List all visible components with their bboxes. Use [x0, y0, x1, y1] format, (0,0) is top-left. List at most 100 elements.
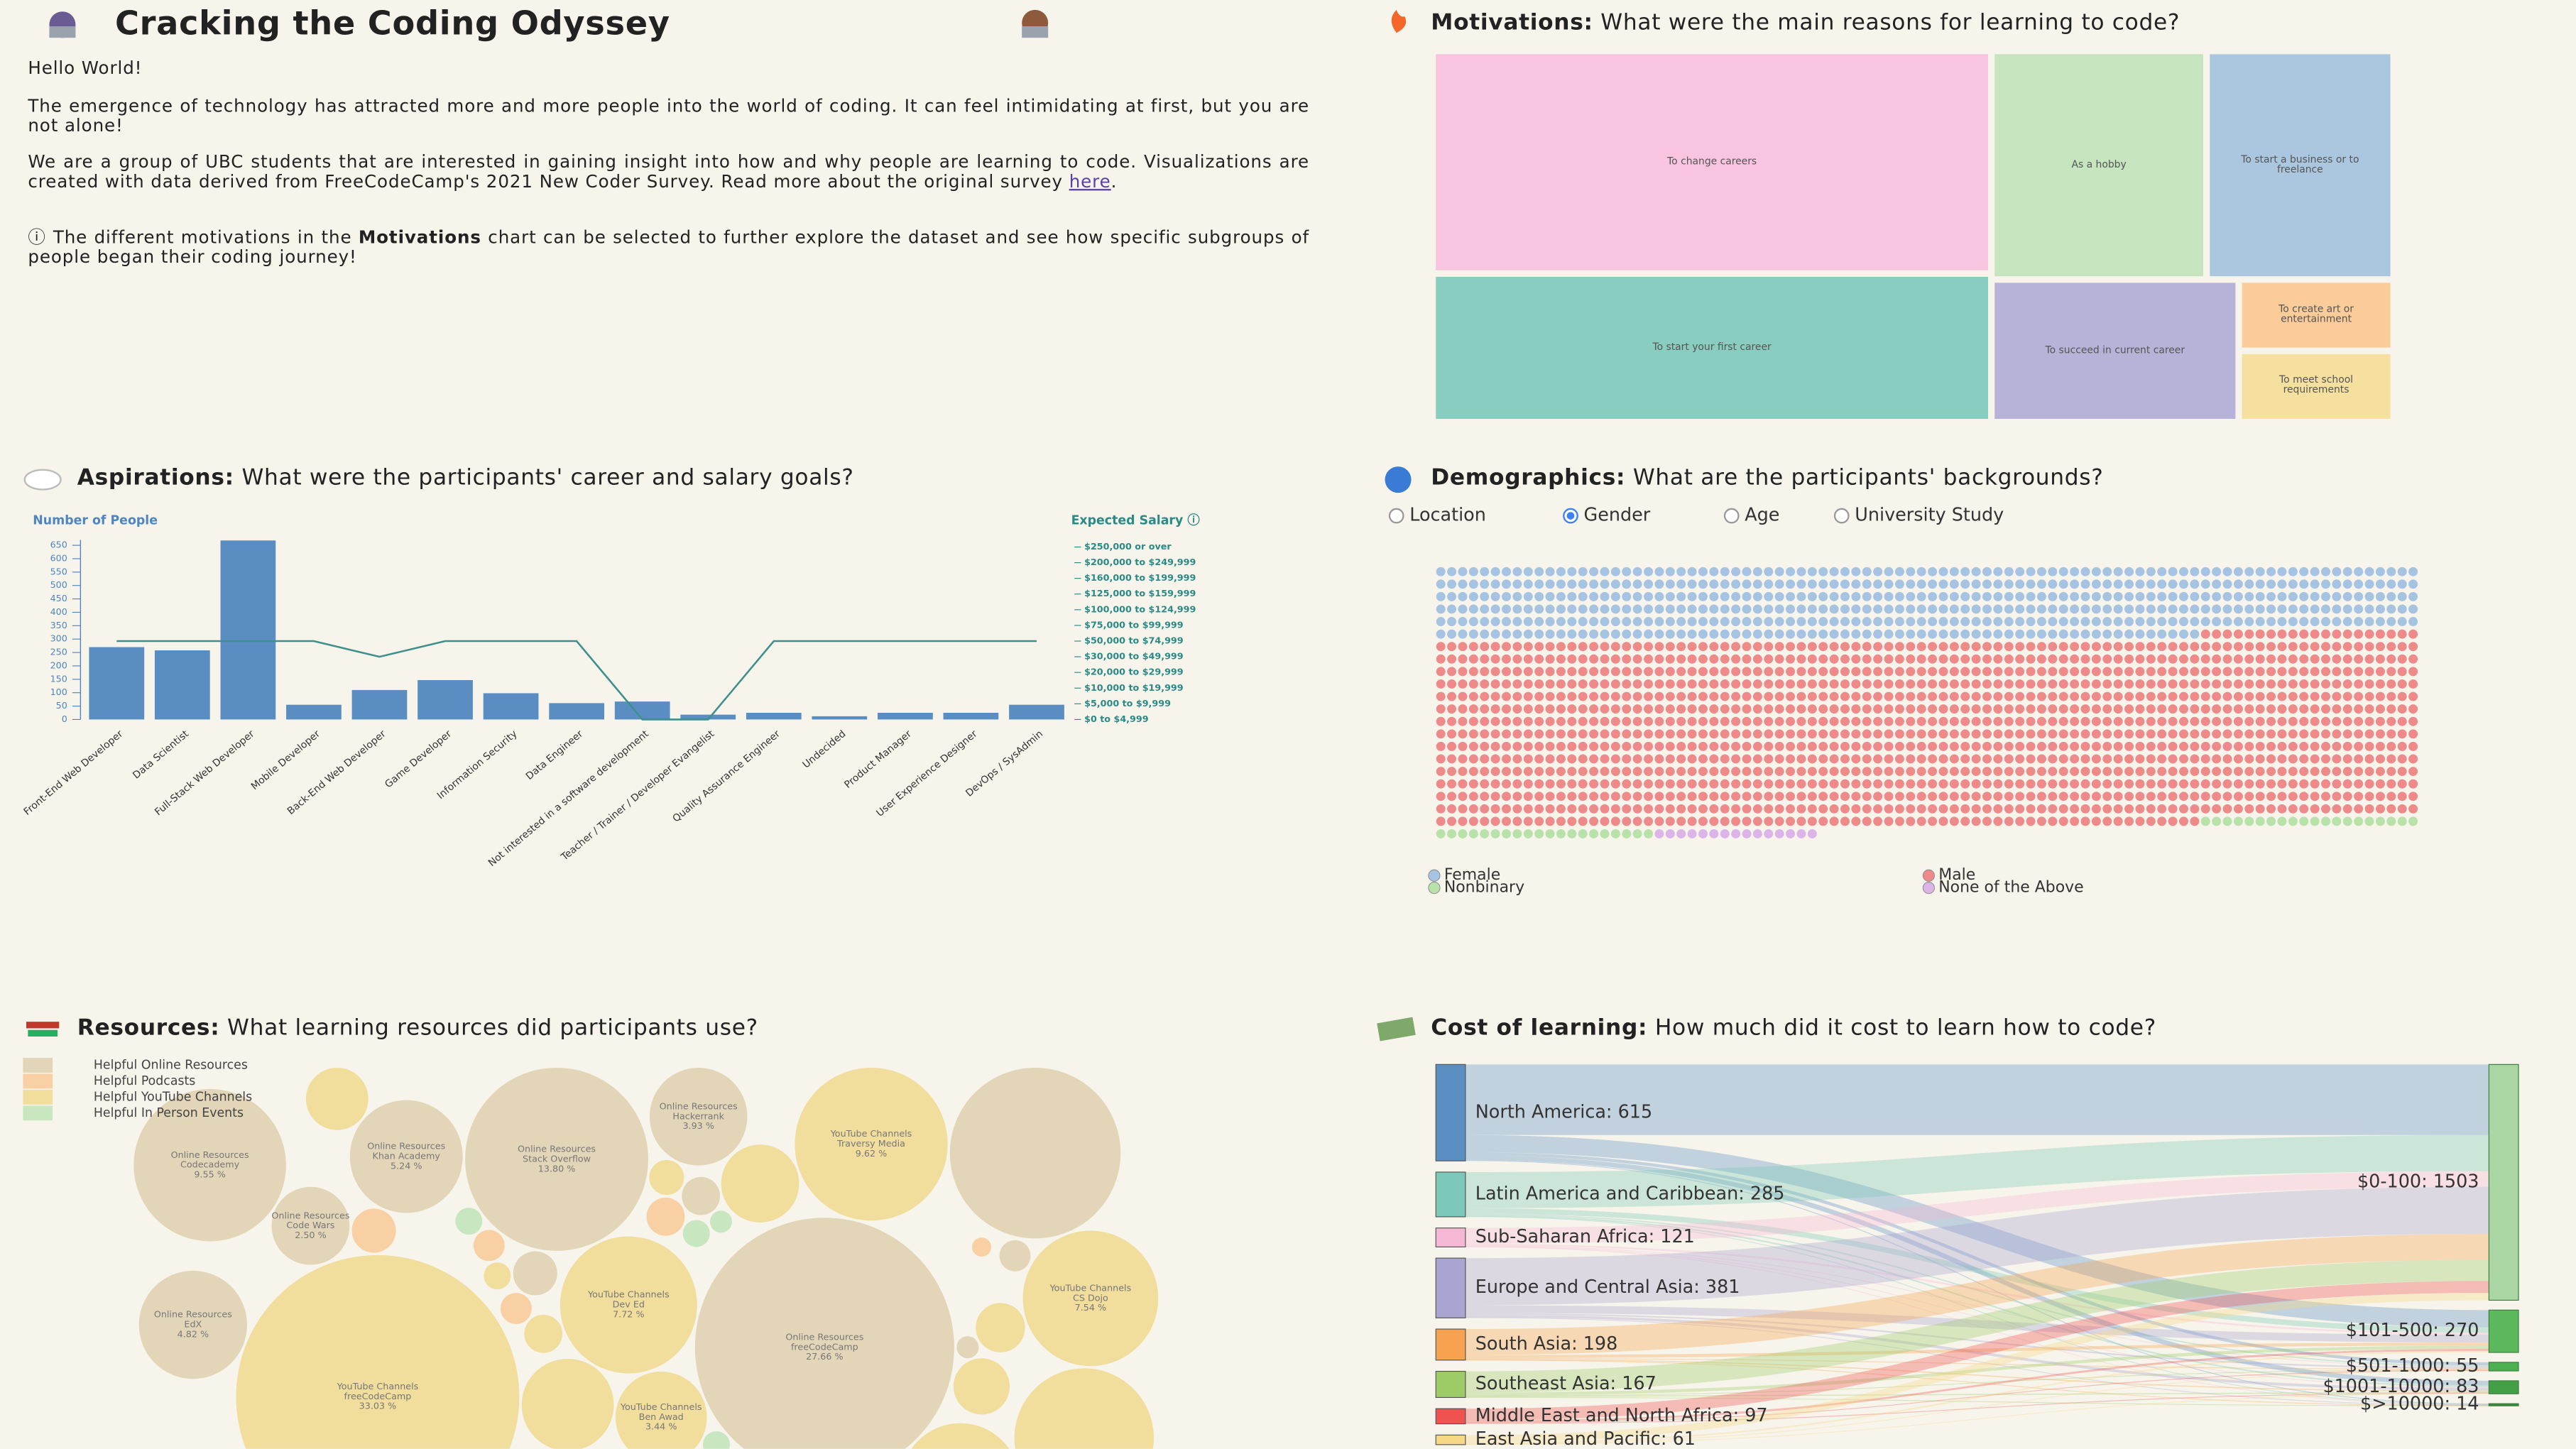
- waffle-dot: [2212, 691, 2222, 701]
- waffle-dot: [1687, 591, 1697, 601]
- waffle-dot: [2288, 567, 2298, 576]
- y-tick-label: 550: [50, 566, 67, 576]
- waffle-dot: [2026, 642, 2036, 652]
- waffle-dot: [1752, 629, 1762, 639]
- waffle-dot: [2113, 804, 2123, 814]
- bubble-value: 2.50 %: [295, 1230, 326, 1240]
- waffle-dot: [2124, 591, 2134, 601]
- waffle-dot: [1622, 779, 1632, 789]
- waffle-dot: [1851, 804, 1861, 814]
- waffle-dot: [1458, 754, 1468, 764]
- waffle-dot: [1884, 629, 1894, 639]
- waffle-dot: [2102, 617, 2112, 627]
- waffle-dot: [2277, 591, 2287, 601]
- waffle-dot: [2058, 679, 2068, 689]
- waffle-dot: [2244, 816, 2254, 826]
- bar: [878, 712, 933, 720]
- waffle-dot: [2015, 654, 2025, 664]
- waffle-dot: [1928, 642, 1938, 652]
- radio-label[interactable]: University Study: [1855, 504, 2004, 526]
- waffle-dot: [1698, 691, 1708, 701]
- waffle-dot: [1644, 829, 1654, 838]
- x-tick-label: Undecided: [801, 728, 848, 771]
- waffle-dot: [2244, 792, 2254, 802]
- source-node: [1435, 1063, 1466, 1161]
- waffle-dot: [2102, 767, 2112, 777]
- waffle-dot: [1993, 567, 2003, 576]
- waffle-dot: [2048, 591, 2058, 601]
- waffle-dot: [2157, 667, 2167, 677]
- waffle-dot: [1829, 642, 1839, 652]
- waffle-dot: [1676, 816, 1686, 826]
- waffle-dot: [1534, 741, 1544, 751]
- waffle-dot: [2168, 579, 2178, 589]
- waffle-dot: [1436, 804, 1446, 814]
- waffle-dot: [2146, 704, 2156, 714]
- waffle-dot: [1720, 741, 1730, 751]
- waffle-dot: [2233, 779, 2243, 789]
- waffle-dot: [1764, 804, 1774, 814]
- waffle-dot: [1840, 667, 1850, 677]
- waffle-dot: [2091, 792, 2101, 802]
- waffle-dot: [2255, 617, 2265, 627]
- y-tick-label: 50: [56, 700, 67, 711]
- survey-link[interactable]: here: [1069, 171, 1111, 192]
- waffle-dot: [1884, 816, 1894, 826]
- waffle-dot: [2178, 816, 2188, 826]
- waffle-dot: [1458, 716, 1468, 726]
- waffle-dot: [1840, 567, 1850, 576]
- waffle-dot: [1545, 667, 1555, 677]
- waffle-dot: [1556, 679, 1566, 689]
- radio-label[interactable]: Gender: [1583, 504, 1651, 526]
- waffle-dot: [1644, 741, 1654, 751]
- waffle-dot: [2168, 767, 2178, 777]
- waffle-dot: [1458, 617, 1468, 627]
- waffle-dot: [2091, 816, 2101, 826]
- waffle-dot: [1644, 617, 1654, 627]
- speech-icon: [23, 469, 62, 491]
- waffle-dot: [1556, 816, 1566, 826]
- waffle-dot: [1665, 779, 1675, 789]
- waffle-dot: [2299, 604, 2309, 614]
- radio-button[interactable]: [1723, 508, 1740, 524]
- waffle-dot: [1873, 667, 1883, 677]
- waffle-dot: [2157, 691, 2167, 701]
- waffle-dot: [1436, 716, 1446, 726]
- waffle-dot: [2364, 816, 2374, 826]
- waffle-dot: [2321, 679, 2330, 689]
- waffle-dot: [1676, 716, 1686, 726]
- waffle-dot: [2058, 779, 2068, 789]
- waffle-dot: [2036, 816, 2046, 826]
- waffle-dot: [1829, 567, 1839, 576]
- waffle-dot: [1632, 691, 1642, 701]
- waffle-dot: [1949, 629, 1959, 639]
- treemap-label: To succeed in current career: [2045, 344, 2185, 356]
- waffle-dot: [1960, 654, 1970, 664]
- waffle-dot: [1928, 691, 1938, 701]
- waffle-dot: [1720, 579, 1730, 589]
- waffle-dot: [1523, 617, 1533, 627]
- radio-button[interactable]: [1388, 508, 1404, 524]
- waffle-dot: [2342, 654, 2352, 664]
- waffle-dot: [2004, 779, 2014, 789]
- waffle-dot: [2168, 792, 2178, 802]
- waffle-dot: [2397, 679, 2407, 689]
- waffle-dot: [1622, 704, 1632, 714]
- waffle-dot: [1534, 591, 1544, 601]
- waffle-dot: [1447, 679, 1457, 689]
- radio-label[interactable]: Age: [1745, 504, 1780, 526]
- waffle-dot: [2190, 729, 2200, 739]
- radio-button[interactable]: [1833, 508, 1850, 524]
- waffle-dot: [2408, 767, 2418, 777]
- waffle-dot: [1556, 767, 1566, 777]
- waffle-dot: [1622, 617, 1632, 627]
- waffle-dot: [1993, 716, 2003, 726]
- waffle-dot: [1436, 591, 1446, 601]
- y2-tick-label: $5,000 to $9,999: [1084, 698, 1171, 709]
- radio-label[interactable]: Location: [1409, 504, 1486, 526]
- waffle-dot: [1884, 741, 1894, 751]
- waffle-dot: [1676, 579, 1686, 589]
- waffle-dot: [1982, 816, 1992, 826]
- waffle-dot: [1818, 816, 1828, 826]
- waffle-dot: [1884, 804, 1894, 814]
